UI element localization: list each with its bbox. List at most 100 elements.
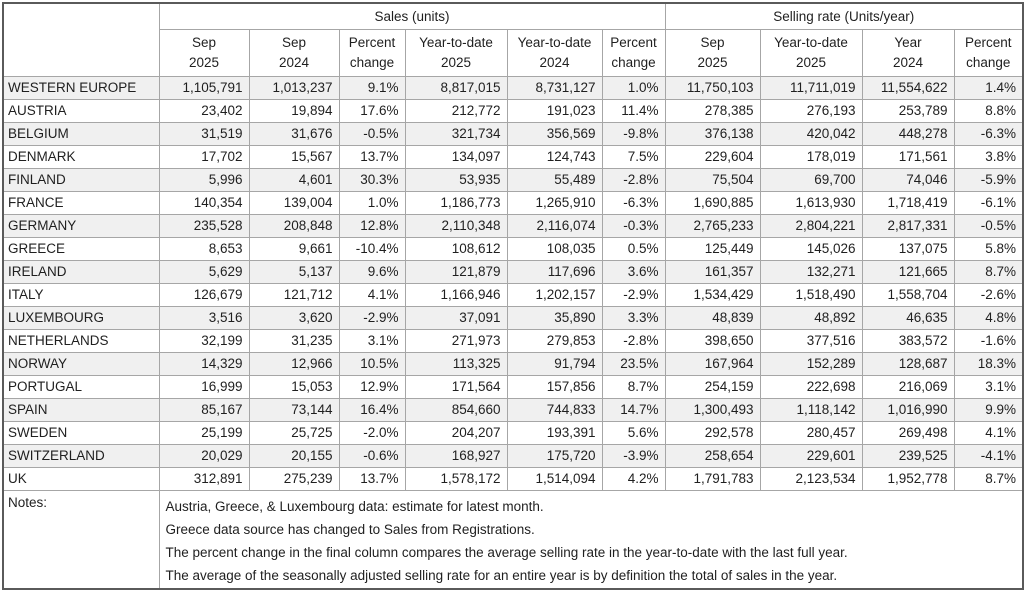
value-cell: 126,679: [158, 282, 250, 307]
country-cell: FINLAND: [2, 167, 160, 192]
country-cell: GREECE: [2, 236, 160, 261]
value-cell: 7.5%: [601, 144, 666, 169]
value-cell: 117,696: [506, 259, 603, 284]
value-cell: 46,635: [861, 305, 955, 330]
value-cell: 17.6%: [338, 98, 406, 123]
value-cell: 10.5%: [338, 351, 406, 376]
value-cell: 1,016,990: [861, 397, 955, 422]
value-cell: 48,839: [664, 305, 761, 330]
note-line: Greece data source has changed to Sales …: [165, 521, 535, 537]
value-cell: 113,325: [404, 351, 508, 376]
country-cell: SPAIN: [2, 397, 160, 422]
value-cell: 5.8%: [953, 236, 1024, 261]
value-cell: 0.5%: [601, 236, 666, 261]
value-cell: 23.5%: [601, 351, 666, 376]
value-cell: 4.1%: [953, 420, 1024, 445]
value-cell: 191,023: [506, 98, 603, 123]
country-cell: SWITZERLAND: [2, 443, 160, 468]
value-cell: -2.8%: [601, 328, 666, 353]
value-cell: 1,690,885: [664, 190, 761, 215]
country-cell: FRANCE: [2, 190, 160, 215]
value-cell: 2,817,331: [861, 213, 955, 238]
value-cell: 254,159: [664, 374, 761, 399]
value-cell: 8,653: [158, 236, 250, 261]
column-header-line2: 2024: [278, 55, 310, 71]
value-cell: 312,891: [158, 466, 250, 491]
table-row: SWEDEN 25,199 25,725 -2.0% 204,207 193,391 5.6…: [2, 420, 1024, 445]
table-row: SPAIN 85,167 73,144 16.4% 854,660 744,833 14.7…: [2, 397, 1024, 422]
value-cell: -2.9%: [601, 282, 666, 307]
table-row: IRELAND 5,629 5,137 9.6% 121,879 117,696 3.6% 1…: [2, 259, 1024, 284]
value-cell: 3.3%: [601, 305, 666, 330]
value-cell: -6.3%: [601, 190, 666, 215]
country-cell: LUXEMBOURG: [2, 305, 160, 330]
table-row: ITALY 126,679 121,712 4.1% 1,166,946 1,202,15…: [2, 282, 1024, 307]
value-cell: 124,743: [506, 144, 603, 169]
country-cell: SWEDEN: [2, 420, 160, 445]
value-cell: 356,569: [506, 121, 603, 146]
value-cell: 420,042: [759, 121, 863, 146]
value-cell: 11,554,622: [861, 75, 955, 100]
column-header-line2: change: [966, 55, 1011, 71]
column-header-9: Percent change: [953, 28, 1024, 77]
value-cell: 171,561: [861, 144, 955, 169]
value-cell: 74,046: [861, 167, 955, 192]
value-cell: 275,239: [248, 466, 340, 491]
country-cell: BELGIUM: [2, 121, 160, 146]
value-cell: 1,265,910: [506, 190, 603, 215]
value-cell: 376,138: [664, 121, 761, 146]
column-header-1: Sep 2024: [248, 28, 340, 77]
value-cell: 5,629: [158, 259, 250, 284]
value-cell: 3,516: [158, 305, 250, 330]
table-row: BELGIUM 31,519 31,676 -0.5% 321,734 356,569 -9…: [2, 121, 1024, 146]
column-header-4: Year-to-date 2024: [506, 28, 603, 77]
value-cell: 25,725: [248, 420, 340, 445]
value-cell: 15,567: [248, 144, 340, 169]
value-cell: 168,927: [404, 443, 508, 468]
value-cell: 9,661: [248, 236, 340, 261]
value-cell: 258,654: [664, 443, 761, 468]
value-cell: 1.4%: [953, 75, 1024, 100]
value-cell: 239,525: [861, 443, 955, 468]
value-cell: 2,110,348: [404, 213, 508, 238]
value-cell: 12.9%: [338, 374, 406, 399]
value-cell: 175,720: [506, 443, 603, 468]
value-cell: 48,892: [759, 305, 863, 330]
value-cell: 193,391: [506, 420, 603, 445]
column-header-line1: Sep: [191, 34, 217, 50]
notes-label: Notes:: [2, 489, 160, 589]
value-cell: 30.3%: [338, 167, 406, 192]
column-header-line1: Year-to-date: [517, 34, 592, 50]
value-cell: 3.8%: [953, 144, 1024, 169]
country-cell: NORWAY: [2, 351, 160, 376]
column-header-line1: Percent: [964, 34, 1012, 50]
value-cell: -9.8%: [601, 121, 666, 146]
value-cell: 280,457: [759, 420, 863, 445]
value-cell: 8,731,127: [506, 75, 603, 100]
value-cell: 157,856: [506, 374, 603, 399]
table-row: GERMANY 235,528 208,848 12.8% 2,110,348 2,116…: [2, 213, 1024, 238]
value-cell: 17,702: [158, 144, 250, 169]
country-cell: IRELAND: [2, 259, 160, 284]
value-cell: 3,620: [248, 305, 340, 330]
note-line: The percent change in the final column c…: [165, 544, 848, 560]
value-cell: 16.4%: [338, 397, 406, 422]
value-cell: 25,199: [158, 420, 250, 445]
value-cell: 212,772: [404, 98, 508, 123]
value-cell: 269,498: [861, 420, 955, 445]
value-cell: 292,578: [664, 420, 761, 445]
value-cell: 2,123,534: [759, 466, 863, 491]
value-cell: 19,894: [248, 98, 340, 123]
value-cell: 279,853: [506, 328, 603, 353]
table-header: Sales (units) Selling rate (Units/year) …: [2, 2, 1024, 77]
column-header-0: Sep 2025: [158, 28, 250, 77]
value-cell: 5.6%: [601, 420, 666, 445]
value-cell: -5.9%: [953, 167, 1024, 192]
value-cell: 1,514,094: [506, 466, 603, 491]
value-cell: 8.8%: [953, 98, 1024, 123]
value-cell: 216,069: [861, 374, 955, 399]
value-cell: 13.7%: [338, 466, 406, 491]
column-header-line1: Year-to-date: [419, 34, 493, 50]
notes-body: Austria, Greece, & Luxembourg data: esti…: [158, 489, 1024, 589]
column-header-line2: 2024: [892, 55, 924, 71]
